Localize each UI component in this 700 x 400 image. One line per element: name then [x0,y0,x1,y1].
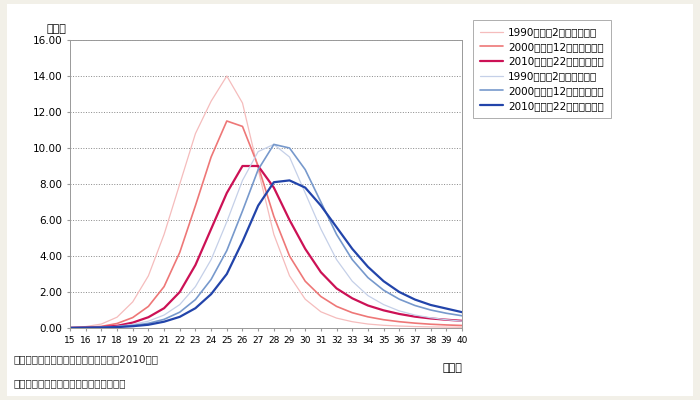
Text: 注：各届出年に結婚生活に入ったもの: 注：各届出年に結婚生活に入ったもの [14,378,127,388]
Text: （％）: （％） [46,24,66,34]
Text: （歳）: （歳） [442,362,462,372]
Text: 資料：厚生労働省「人口動態統計」（2010年）: 資料：厚生労働省「人口動態統計」（2010年） [14,354,159,364]
Legend: 1990（平成2）年【女性】, 2000（平成12）年【女性】, 2010（平成22）年【女性】, 1990（平成2）年【男性】, 2000（平成12）年【男性: 1990（平成2）年【女性】, 2000（平成12）年【女性】, 2010（平成… [473,20,611,118]
